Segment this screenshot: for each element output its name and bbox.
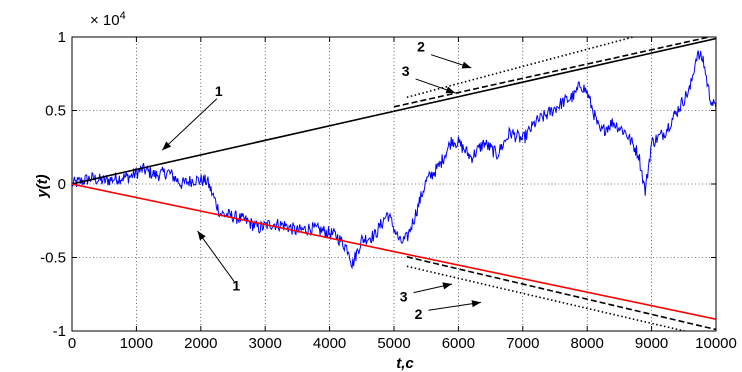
x-tick-label: 8000 xyxy=(571,335,604,352)
series-line-6 xyxy=(406,265,688,331)
annotation-label: 1 xyxy=(232,278,240,294)
annotation-label: 2 xyxy=(415,306,423,322)
y-axis-title: y(t) xyxy=(34,174,51,198)
x-axis-title: t,c xyxy=(396,355,414,372)
y-tick-label: -1 xyxy=(53,323,66,340)
annotation-label: 3 xyxy=(402,63,410,79)
x-tick-label: 4000 xyxy=(313,335,346,352)
y-exponent-label: × 104 xyxy=(90,10,126,29)
x-tick-label: 2000 xyxy=(184,335,217,352)
annotation-arrow xyxy=(430,54,472,69)
annotation-arrow xyxy=(415,78,456,94)
x-tick-label: 10000 xyxy=(695,335,737,352)
x-tick-label: 9000 xyxy=(635,335,668,352)
annotation-arrow xyxy=(413,282,453,294)
series-line-0 xyxy=(72,50,716,270)
series-group xyxy=(72,37,716,331)
x-tick-label: 1000 xyxy=(120,335,153,352)
x-tick-label: 6000 xyxy=(442,335,475,352)
x-tick-label: 5000 xyxy=(377,335,410,352)
annotation-arrow xyxy=(428,300,482,311)
y-tick-label: 0 xyxy=(58,176,66,193)
y-tick-label: 1 xyxy=(58,29,66,46)
annotation-label: 2 xyxy=(417,39,425,55)
y-tick-label: -0.5 xyxy=(40,250,66,267)
y-tick-label: 0.5 xyxy=(45,103,66,120)
annotation-label: 1 xyxy=(215,83,223,99)
series-line-3 xyxy=(393,37,713,108)
series-line-2 xyxy=(72,183,716,320)
annotation-label: 3 xyxy=(400,289,408,305)
annotation-arrow xyxy=(197,230,235,282)
x-tick-label: 3000 xyxy=(249,335,282,352)
annotation-arrow xyxy=(161,98,218,151)
grid xyxy=(71,36,717,332)
series-line-4 xyxy=(406,37,637,99)
x-tick-label: 7000 xyxy=(506,335,539,352)
tick-labels: 0 1000 2000 3000 4000 5000 6000 7000 8000 9000 100… xyxy=(40,29,737,352)
series-line-1 xyxy=(72,37,716,185)
x-tick-label: 0 xyxy=(68,335,76,352)
series-line-5 xyxy=(406,256,716,331)
